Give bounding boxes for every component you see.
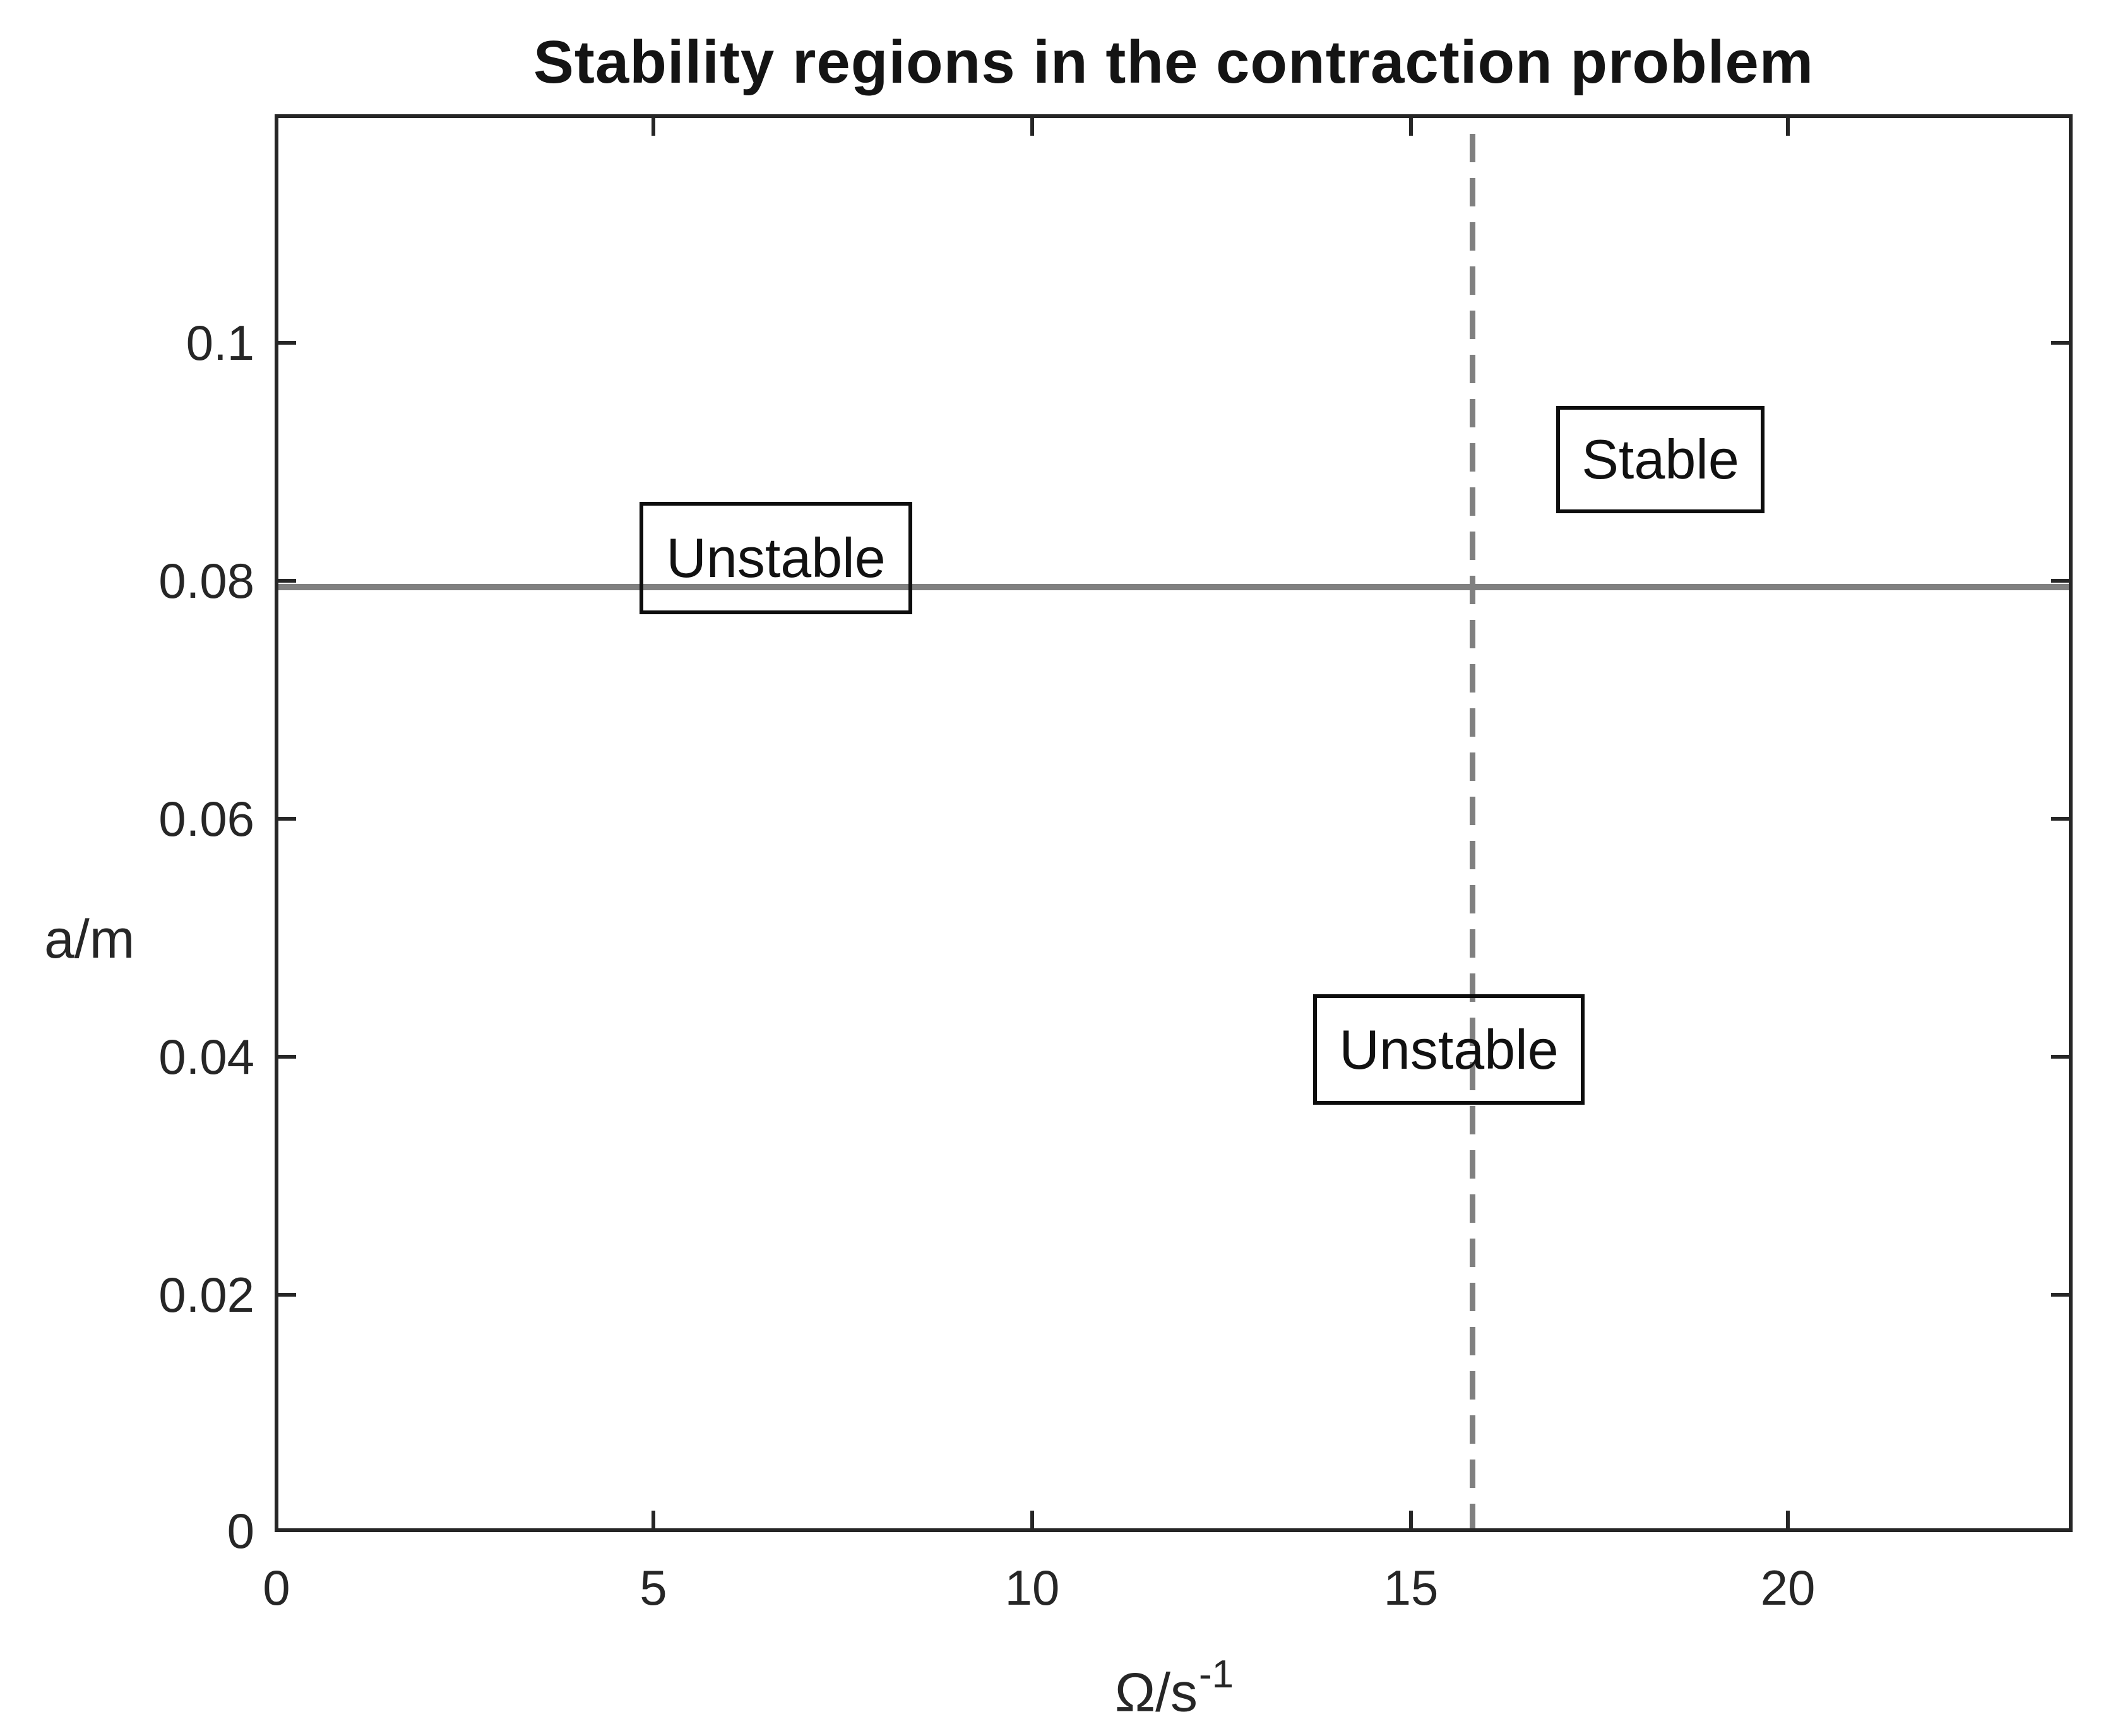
x-tick-label: 0 <box>263 1560 290 1615</box>
annotation-box-stable: Stable <box>1556 406 1765 513</box>
y-tick-label: 0.1 <box>186 315 254 371</box>
x-axis-label: Ω/s-1 <box>1114 1653 1234 1723</box>
horizontal-boundary-line <box>278 584 2069 590</box>
x-tick-top <box>652 118 655 136</box>
y-tick-label: 0.04 <box>158 1029 254 1085</box>
vertical-dashed-boundary-line <box>1470 118 1475 1528</box>
x-tick-label: 10 <box>1004 1560 1060 1615</box>
plot-area <box>275 114 2073 1532</box>
x-tick <box>1786 1511 1790 1528</box>
annotation-box-unstable-bottom: Unstable <box>1313 994 1585 1105</box>
y-tick-right <box>2051 1293 2069 1297</box>
y-axis-label: a/m <box>44 909 135 970</box>
x-tick-label: 5 <box>640 1560 667 1615</box>
annotation-label: Unstable <box>666 526 886 589</box>
x-tick-top <box>1786 118 1790 136</box>
x-tick-label: 20 <box>1760 1560 1816 1615</box>
y-tick-right <box>2051 817 2069 821</box>
x-axis-label-exponent: -1 <box>1199 1653 1234 1696</box>
annotation-box-unstable-top: Unstable <box>640 502 912 614</box>
annotation-label: Stable <box>1581 428 1739 490</box>
x-tick <box>1030 1511 1034 1528</box>
y-tick-label: 0.08 <box>158 553 254 609</box>
annotation-label: Unstable <box>1339 1018 1559 1081</box>
y-tick <box>278 817 296 821</box>
chart-title: Stability regions in the contraction pro… <box>533 28 1814 96</box>
x-tick <box>652 1511 655 1528</box>
y-tick <box>278 1055 296 1059</box>
y-tick <box>278 1293 296 1297</box>
y-tick-label: 0.06 <box>158 791 254 847</box>
y-tick-label: 0 <box>227 1503 254 1559</box>
y-tick <box>278 579 296 583</box>
x-tick-label: 15 <box>1383 1560 1439 1615</box>
x-tick-top <box>1409 118 1413 136</box>
x-tick <box>1409 1511 1413 1528</box>
y-tick-label: 0.02 <box>158 1267 254 1323</box>
y-tick <box>278 341 296 345</box>
y-tick-right <box>2051 341 2069 345</box>
y-tick-right <box>2051 579 2069 583</box>
y-tick-right <box>2051 1055 2069 1059</box>
x-tick-top <box>1030 118 1034 136</box>
